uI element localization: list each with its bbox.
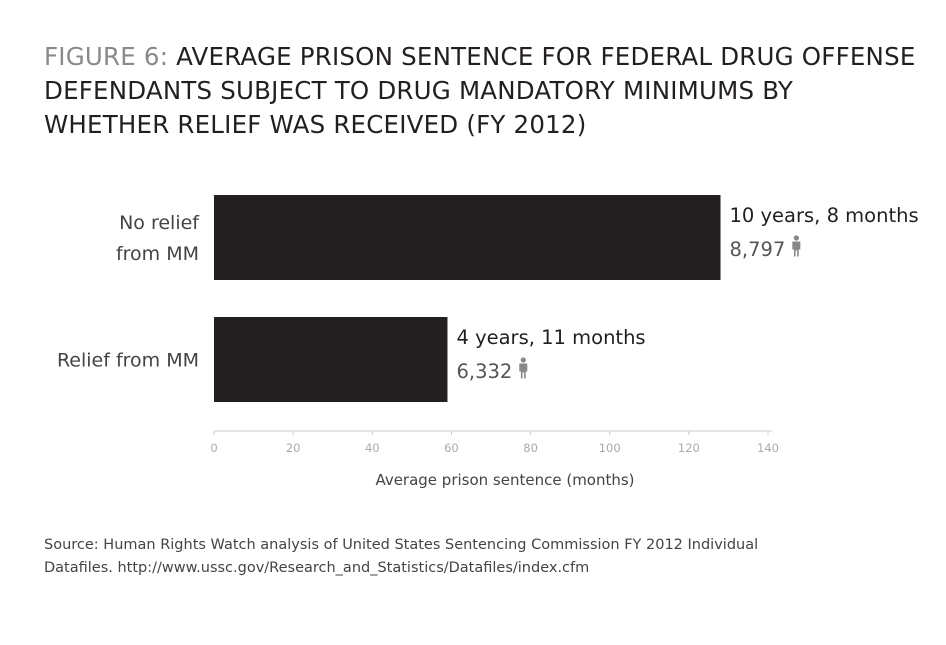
title-text: AVERAGE PRISON SENTENCE FOR FEDERAL DRUG… (44, 42, 916, 139)
source-note: Source: Human Rights Watch analysis of U… (44, 534, 904, 580)
x-tick-label: 120 (678, 441, 700, 455)
count-label: 8,797 (730, 238, 786, 261)
x-tick-label: 40 (365, 441, 380, 455)
count-label: 6,332 (456, 360, 512, 383)
category-label: Relief from MM (57, 350, 199, 372)
category-label: No relief (119, 212, 200, 234)
x-tick-label: 20 (286, 441, 301, 455)
source-line-1: Source: Human Rights Watch analysis of U… (44, 537, 759, 553)
data-label: 4 years, 11 months (456, 326, 645, 349)
person-icon-body (519, 363, 528, 379)
x-tick-label: 140 (757, 441, 779, 455)
x-tick-label: 60 (444, 441, 459, 455)
x-tick-label: 0 (210, 441, 217, 455)
person-icon (519, 357, 528, 379)
bar (214, 317, 448, 402)
person-icon-head (520, 357, 526, 363)
x-tick-label: 80 (523, 441, 538, 455)
category-label: from MM (116, 243, 199, 265)
data-label: 10 years, 8 months (730, 204, 919, 227)
source-line-2: Datafiles. http://www.ussc.gov/Research_… (44, 560, 590, 576)
x-tick-label: 100 (599, 441, 621, 455)
bar (214, 195, 721, 280)
x-axis-label: Average prison sentence (months) (375, 471, 634, 489)
person-icon (792, 235, 801, 257)
figure-label: FIGURE 6: (44, 42, 169, 71)
person-icon-head (793, 235, 799, 241)
person-icon-body (792, 241, 801, 257)
chart-title: FIGURE 6: AVERAGE PRISON SENTENCE FOR FE… (44, 40, 924, 142)
